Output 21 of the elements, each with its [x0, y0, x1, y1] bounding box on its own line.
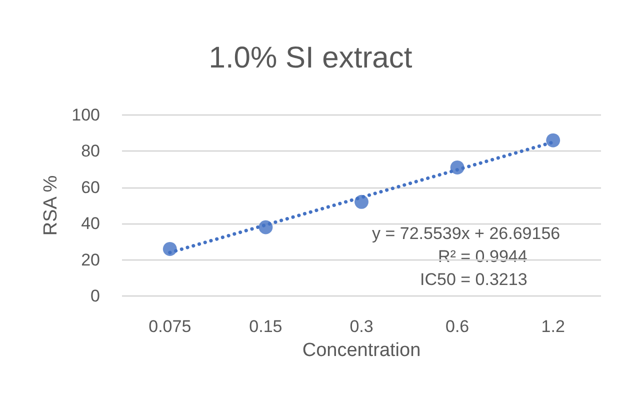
y-tick-label: 100 [72, 106, 100, 124]
y-tick-label: 80 [81, 142, 100, 161]
point [162, 242, 177, 256]
chart-title: 1.0% SI extract [208, 42, 413, 74]
point [450, 160, 464, 174]
y-axis-title: RSA % [40, 175, 62, 236]
x-tick-label: 0.15 [249, 317, 282, 336]
annotation: y = 72.5539x + 26.69156 [372, 224, 560, 243]
y-tick-label: 0 [90, 286, 100, 306]
x-tick-label: 0.6 [445, 317, 470, 336]
y-tick-label: 40 [81, 214, 100, 234]
x-axis-title: Concentration [302, 340, 421, 361]
x-tick-label: 1.2 [541, 317, 565, 336]
x-tick-label: 0.075 [148, 317, 192, 336]
x-tick-label: 0.3 [350, 317, 374, 336]
y-tick-label: 20 [81, 250, 100, 270]
point [258, 220, 273, 234]
point [546, 133, 560, 148]
y-tick-label: 60 [81, 178, 100, 197]
annotation: IC50 = 0.3213 [420, 270, 528, 289]
point [354, 194, 368, 209]
